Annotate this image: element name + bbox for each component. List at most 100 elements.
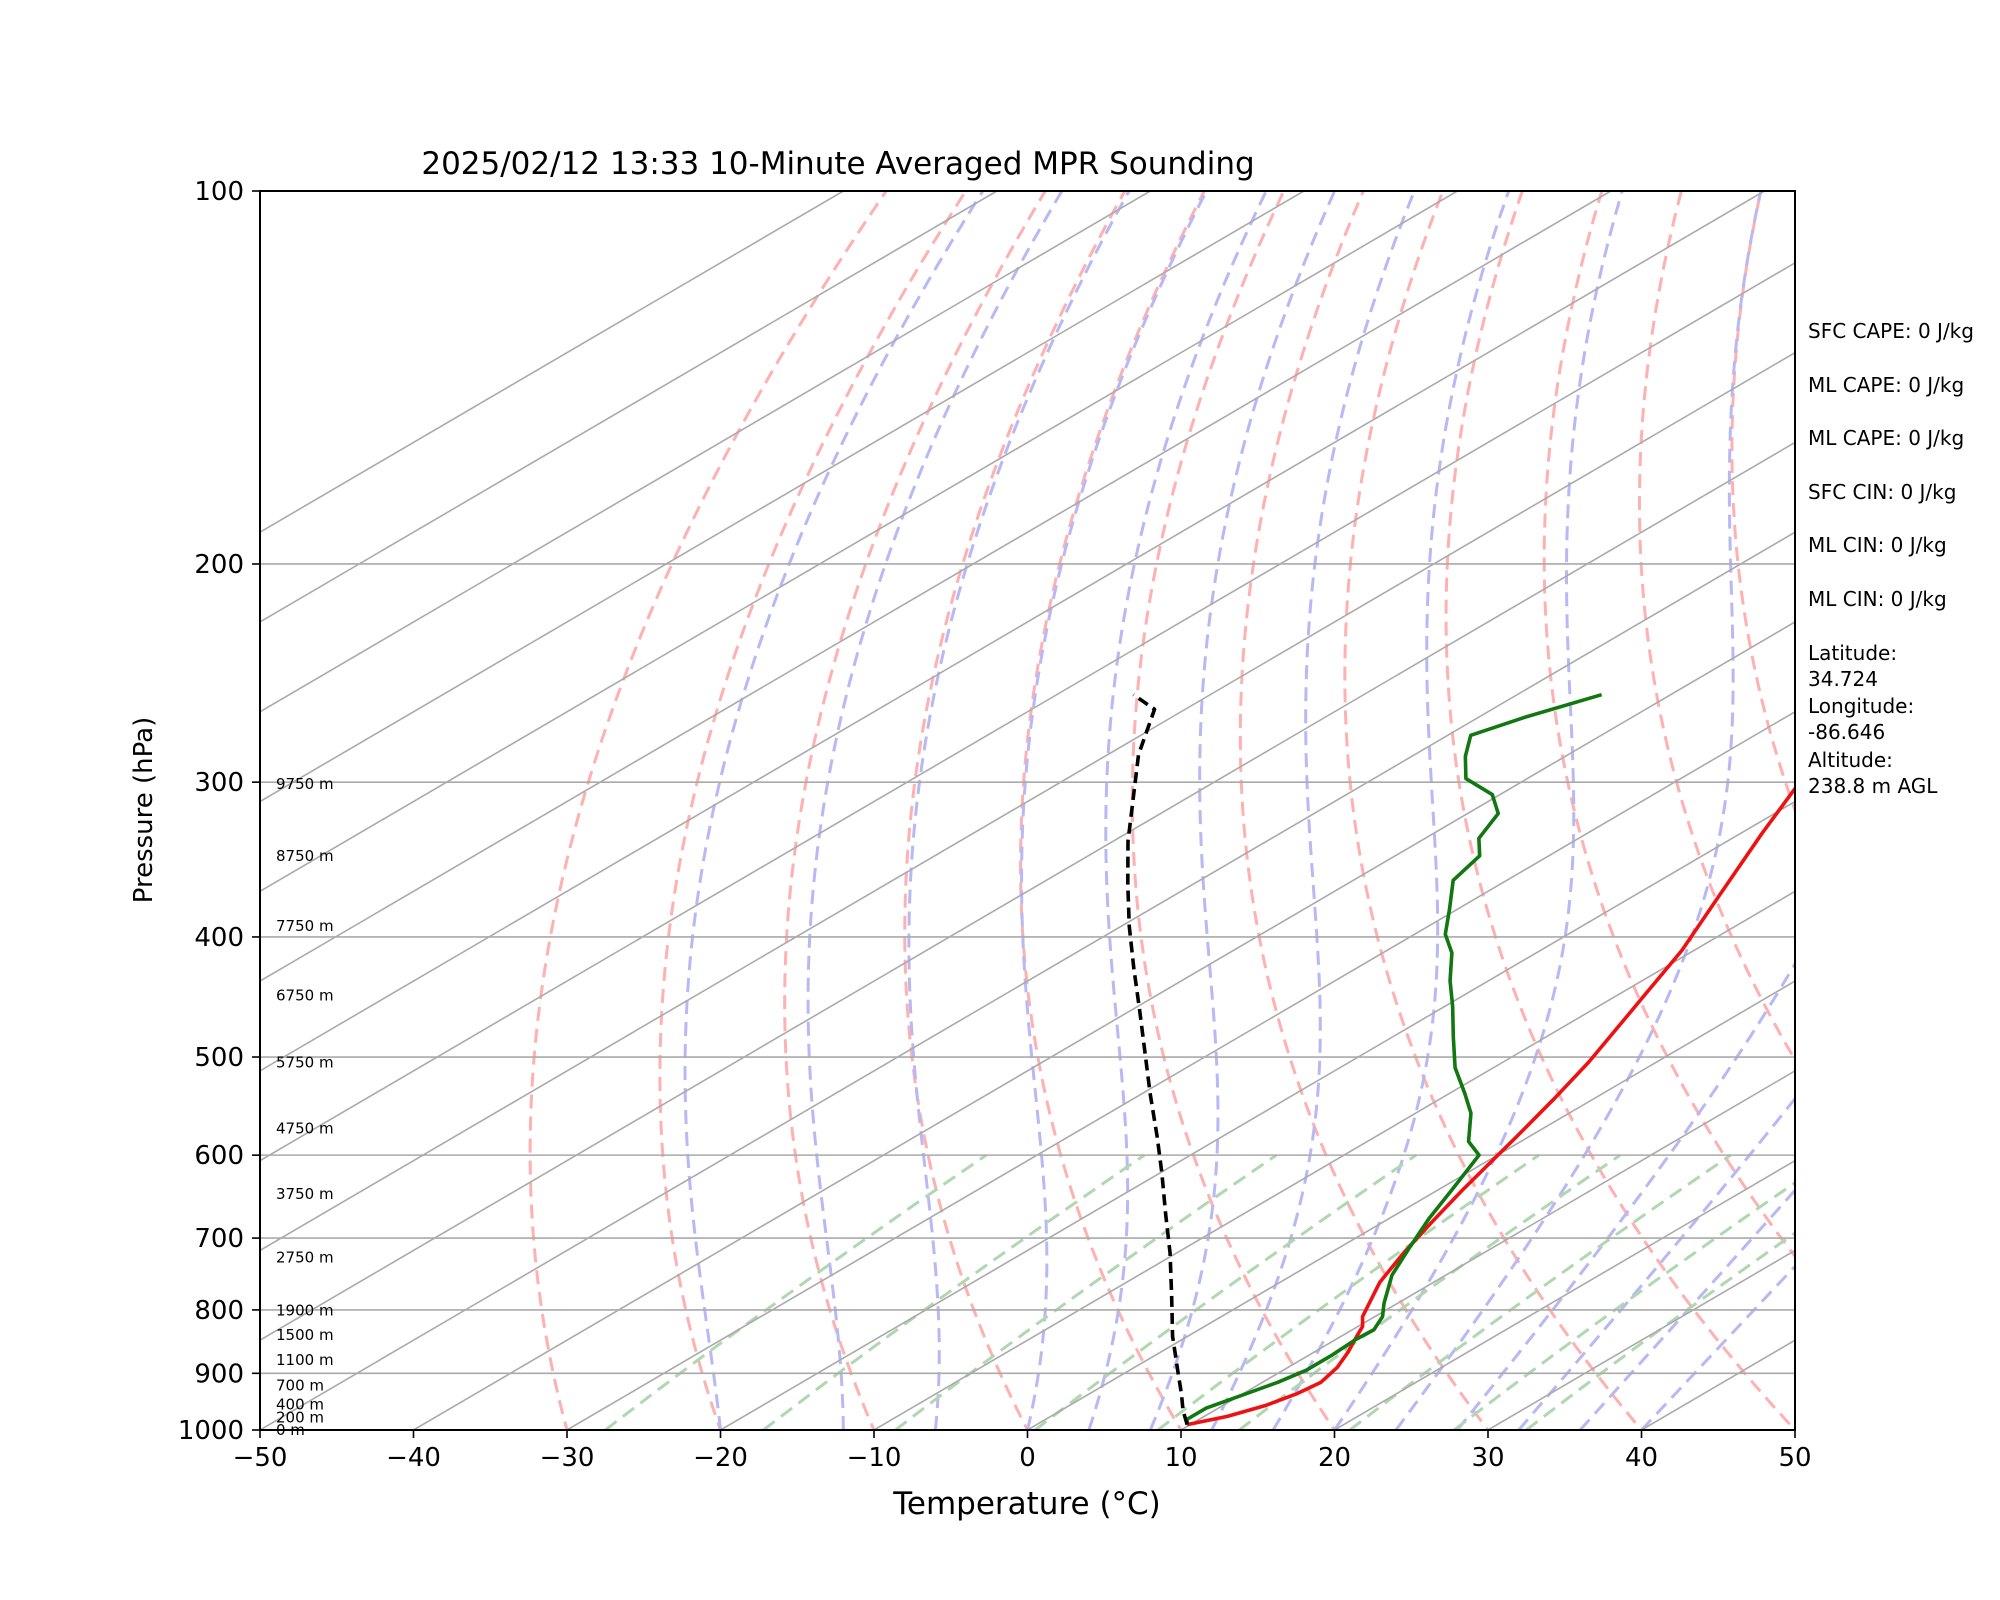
moist-adiabat-line — [1640, 1264, 1795, 1430]
isotherm-line — [1027, 980, 1795, 1430]
reference-lines — [260, 163, 2000, 1456]
isotherm-line — [1180, 1069, 1795, 1430]
moist-adiabat-line — [1517, 1096, 1795, 1430]
x-tick-label: 20 — [1318, 1443, 1351, 1473]
height-label: 4750 m — [276, 1119, 334, 1137]
sounding-series-line — [1186, 785, 1795, 1427]
height-label: 1100 m — [276, 1351, 334, 1369]
dry-adiabat-line — [1238, 191, 1490, 1430]
moist-adiabat-line — [907, 191, 1131, 1430]
dry-adiabat-line — [1542, 191, 1795, 1259]
y-axis-label: Pressure (hPa) — [129, 717, 159, 904]
sounding-parameter-text: Latitude: 34.724 — [1808, 640, 1898, 691]
isotherm-line — [260, 191, 1305, 803]
dry-adiabat-line — [1822, 163, 2000, 1456]
height-label: 2750 m — [276, 1249, 334, 1267]
y-tick-label: 200 — [194, 550, 244, 580]
isotherm-line — [260, 191, 1151, 713]
moist-adiabat-line — [1020, 191, 1208, 1430]
height-label: 200 m — [276, 1408, 324, 1426]
x-tick-label: −50 — [233, 1443, 288, 1473]
dry-adiabat-line — [1730, 191, 1795, 815]
isotherm-line — [873, 890, 1795, 1430]
x-tick-label: −30 — [540, 1443, 595, 1473]
moist-adiabat-line — [806, 191, 1064, 1430]
isotherm-line — [260, 191, 1612, 983]
moist-adiabat-line — [683, 191, 985, 1430]
x-tick-label: −10 — [847, 1443, 902, 1473]
y-tick-label: 800 — [194, 1296, 244, 1326]
x-axis-label: Temperature (°C) — [892, 1486, 1161, 1522]
dry-adiabat-line — [1444, 191, 1795, 1430]
height-label: 1500 m — [276, 1326, 334, 1344]
height-label: 8750 m — [276, 847, 334, 865]
dry-adiabat-line — [1909, 163, 2000, 1456]
isotherm-line — [260, 441, 1795, 1342]
sounding-parameter-text: ML CAPE: 0 J/kg — [1808, 372, 1965, 397]
isotherm-line — [566, 710, 1795, 1430]
isotherm-line — [260, 191, 1765, 1072]
height-label: 700 m — [276, 1377, 324, 1395]
y-tick-label: 300 — [194, 768, 244, 798]
moist-adiabat-line — [1087, 191, 1268, 1430]
y-tick-label: 100 — [194, 177, 244, 207]
dry-adiabat-line — [1019, 191, 1206, 1430]
x-tick-label: 0 — [1019, 1443, 1036, 1473]
sounding-series-line — [1126, 693, 1189, 1426]
moist-adiabat-line — [1456, 960, 1795, 1430]
plot-frame — [259, 190, 1796, 1431]
sounding-parameter-text: SFC CIN: 0 J/kg — [1808, 479, 1957, 504]
moist-adiabat-line — [1210, 191, 1416, 1430]
x-axis: −50 −40 −30 −20 −10 0 10 20 30 40 50 — [233, 1430, 1812, 1473]
dry-adiabat-line — [1343, 191, 1644, 1430]
sounding-parameter-text: Altitude: 238.8 m AGL — [1808, 747, 1938, 798]
height-label: 3750 m — [276, 1185, 334, 1203]
dry-adiabat-line — [1995, 163, 2000, 1456]
height-label: 7750 m — [276, 917, 334, 935]
height-label: 1900 m — [276, 1302, 334, 1320]
y-tick-label: 500 — [194, 1043, 244, 1073]
mixing-ratio-line — [1453, 1180, 1795, 1430]
height-label: 400 m — [276, 1396, 324, 1414]
chart-title: 2025/02/12 13:33 10-Minute Averaged MPR … — [421, 146, 1254, 182]
isotherm-line — [260, 191, 844, 534]
moist-adiabat-line — [1271, 191, 1511, 1430]
x-tick-label: −20 — [693, 1443, 748, 1473]
isotherm-line — [260, 191, 1458, 893]
sounding-parameter-text: SFC CAPE: 0 J/kg — [1808, 319, 1974, 343]
height-label: 6750 m — [276, 987, 334, 1005]
isotherm-line — [260, 351, 1795, 1252]
moist-adiabat-line — [1578, 1188, 1795, 1430]
isotherm-line — [1334, 1159, 1795, 1430]
dry-adiabat-line — [1637, 191, 1795, 1063]
y-tick-label: 400 — [194, 923, 244, 953]
dry-adiabat-line — [658, 191, 968, 1430]
series-layer — [1126, 692, 1795, 1427]
y-axis: 100 200 300 400 500 600 700 800 900 1000 — [178, 177, 260, 1446]
isotherm-line — [260, 191, 998, 623]
sounding-parameter-text: ML CIN: 0 J/kg — [1808, 587, 1947, 611]
dry-adiabat-line — [783, 191, 1048, 1430]
isotherm-line — [260, 531, 1795, 1430]
y-tick-label: 900 — [194, 1359, 244, 1389]
x-tick-label: 30 — [1471, 1443, 1504, 1473]
isotherm-line — [413, 621, 1795, 1430]
mixing-ratio-line — [1525, 1231, 1795, 1430]
y-tick-label: 700 — [194, 1224, 244, 1254]
moist-adiabat-line — [1333, 191, 1624, 1430]
x-tick-label: 40 — [1625, 1443, 1658, 1473]
dry-adiabat-line — [903, 191, 1127, 1430]
isotherm-line — [260, 261, 1795, 1162]
x-tick-label: 10 — [1164, 1443, 1197, 1473]
mixing-ratio-line — [1034, 1153, 1417, 1430]
moist-adiabat-line — [1394, 191, 1763, 1430]
height-label: 9750 m — [276, 775, 334, 793]
mixing-ratio-line — [1348, 1153, 1732, 1430]
moist-adiabat-line — [1148, 191, 1336, 1430]
mixing-ratio-line — [604, 1153, 988, 1430]
sounding-parameter-text: ML CIN: 0 J/kg — [1808, 533, 1947, 558]
sounding-parameter-text: Longitude: -86.646 — [1808, 694, 1915, 745]
sounding-series-line — [1185, 692, 1603, 1425]
y-tick-label: 1000 — [178, 1416, 244, 1446]
